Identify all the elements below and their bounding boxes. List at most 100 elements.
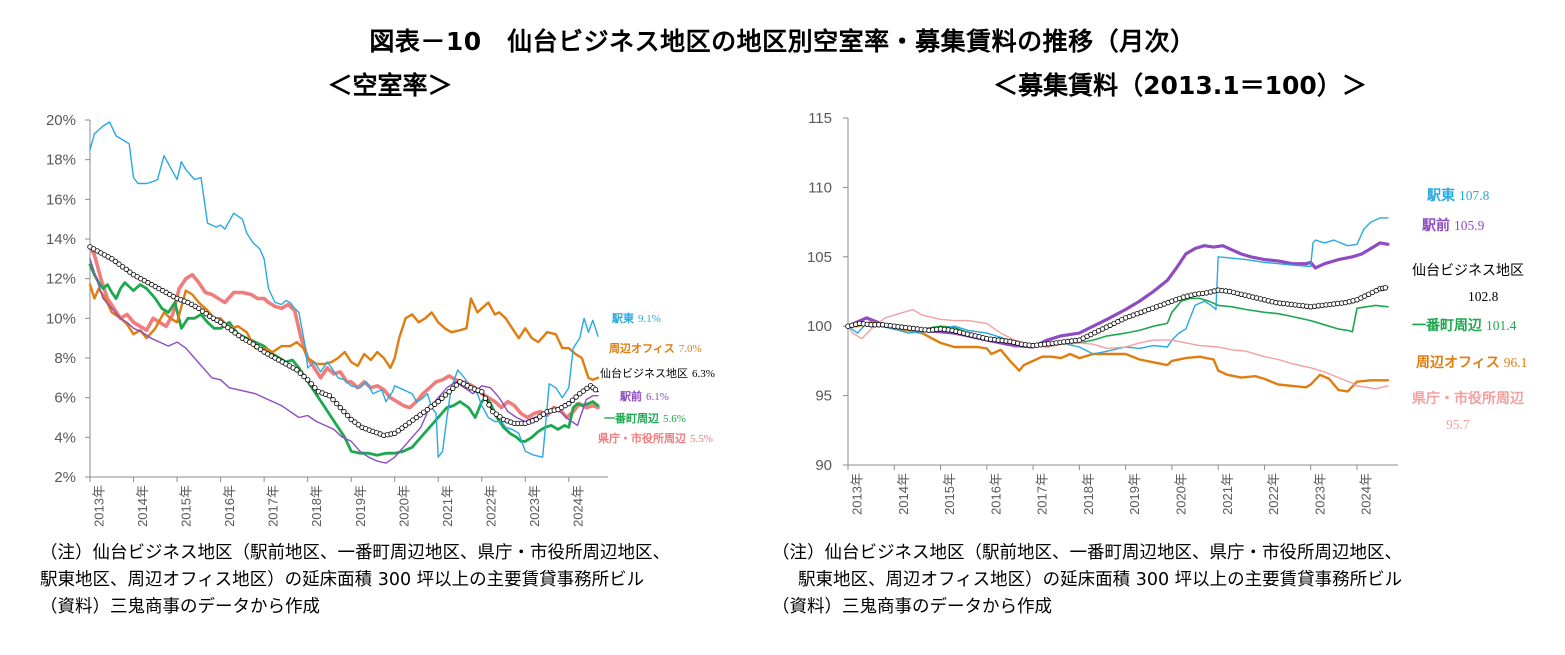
series-marker [127, 269, 133, 275]
series-marker [326, 393, 333, 399]
series-label-value: 9.1% [638, 313, 661, 325]
y-tick-label: 14% [46, 231, 76, 248]
series-marker [119, 264, 126, 270]
series-label: 周辺オフィス 96.1 [1416, 354, 1527, 371]
series-label: 県庁・市役所周辺 5.5% [598, 431, 713, 445]
notes-right: （注）仙台ビジネス地区（駅前地区、一番町周辺地区、県庁・市役所周辺地区、 駅東地… [772, 540, 1402, 621]
series-marker [308, 381, 314, 387]
series-label-name: 仙台ビジネス地区 [600, 366, 688, 380]
series-marker [352, 419, 358, 425]
series-marker [577, 391, 583, 397]
series-marker [482, 395, 489, 401]
series-marker [450, 385, 456, 392]
series-label: 仙台ビジネス地区 6.3% [600, 366, 715, 380]
series-label-name: 一番町周辺 [1412, 317, 1482, 334]
series-marker [355, 422, 362, 428]
series-line [846, 241, 1390, 349]
series-marker [486, 402, 492, 408]
series-line [847, 308, 1389, 390]
series-label-name: 駅東 [1427, 187, 1455, 204]
left-chart-title: ＜空室率＞ [327, 71, 453, 100]
source-line: （資料）三鬼商事のデータから作成 [772, 597, 1052, 617]
series-label: 駅前 6.1% [619, 389, 669, 403]
series-marker [232, 330, 238, 336]
series-label-value: 102.8 [1468, 289, 1499, 304]
x-tick-label: 2021年 [1220, 473, 1235, 515]
series-label: 駅前 105.9 [1422, 217, 1485, 234]
series-label-name: 一番町周辺 [604, 411, 659, 425]
series-marker [413, 414, 420, 421]
note-line: 駅東地区、周辺オフィス地区）の延床面積 300 坪以上の主要賃貸事務所ビル [798, 570, 1403, 590]
note-line: （注）仙台ビジネス地区（駅前地区、一番町周辺地区、県庁・市役所周辺地区、 [40, 543, 670, 563]
x-tick-label: 2022年 [483, 485, 498, 527]
note-line: 駅東地区、周辺オフィス地区）の延床面積 300 坪以上の主要賃貸事務所ビル [40, 570, 645, 590]
right-chart-title: ＜募集賃料（2013.1＝100）＞ [993, 71, 1367, 100]
series-label: 周辺オフィス 7.0% [609, 342, 702, 355]
series-marker [566, 400, 572, 407]
x-tick-label: 2015年 [179, 485, 194, 527]
series-marker [257, 346, 264, 353]
y-tick-label: 90 [815, 457, 832, 474]
x-tick-label: 2024年 [1359, 473, 1374, 515]
series-marker [540, 411, 547, 417]
series-label: 駅東 107.8 [1427, 187, 1490, 204]
series-label: 駅東 9.1% [611, 311, 661, 325]
series-label-name: 駅前 [1422, 217, 1450, 234]
y-tick-label: 115 [808, 110, 832, 127]
x-tick-label: 2018年 [1081, 473, 1096, 515]
series-marker [1382, 285, 1389, 291]
y-tick-label: 10% [46, 310, 76, 327]
y-tick-label: 12% [46, 271, 76, 288]
series-marker [116, 261, 122, 267]
x-tick-label: 2023年 [527, 485, 542, 527]
x-tick-label: 2016年 [988, 473, 1003, 515]
series-marker [431, 401, 438, 407]
series-marker [305, 377, 311, 383]
series-marker [580, 388, 586, 394]
series-marker [392, 430, 398, 437]
y-tick-label: 20% [46, 112, 76, 129]
series-marker [453, 382, 460, 388]
series-label-value: 95.7 [1446, 417, 1470, 432]
series-marker [203, 310, 209, 317]
x-tick-label: 2017年 [266, 485, 281, 527]
x-tick-label: 2024年 [570, 485, 585, 527]
x-tick-label: 2013年 [850, 473, 865, 515]
series-marker [341, 408, 347, 415]
series-marker [348, 416, 354, 423]
series-marker [112, 258, 119, 265]
series-marker [225, 324, 231, 331]
series-marker [196, 305, 202, 312]
series-marker [479, 389, 485, 395]
series-marker [221, 322, 227, 328]
x-tick-label: 2016年 [222, 485, 237, 527]
y-tick-label: 100 [807, 318, 832, 335]
series-label-value: 5.5% [690, 433, 713, 445]
series-marker [406, 420, 412, 426]
series-line [88, 283, 600, 381]
series-line [89, 258, 599, 464]
x-tick-label: 2020年 [1174, 473, 1189, 515]
series-marker [337, 404, 343, 411]
series-line [847, 297, 1389, 348]
series-marker [235, 332, 242, 339]
y-tick-label: 18% [46, 152, 76, 169]
series-marker [123, 266, 129, 273]
series-label-value: 6.3% [692, 368, 715, 380]
y-tick-label: 8% [54, 350, 76, 367]
main-title: 図表－10 仙台ビジネス地区の地区別空室率・募集賃料の推移（月次） [369, 27, 1196, 56]
series-marker [217, 319, 224, 325]
series-marker [344, 412, 351, 419]
x-tick-label: 2020年 [396, 485, 411, 527]
series-marker [497, 414, 503, 420]
series-label-value: 101.4 [1486, 318, 1517, 333]
vacancy-rate-chart: 2% 4% 6% 8% 10% 12% 14% 16% 18% 20% 2013年 2014年 2015… [46, 112, 715, 527]
series-marker [424, 406, 431, 413]
y-tick-label: 95 [815, 388, 832, 405]
rent-index-chart: 90 95 100 105 110 115 2013年 2014年 2015年 2016年 2017… [807, 110, 1527, 515]
series-label-name: 仙台ビジネス地区 [1412, 263, 1524, 279]
y-tick-label: 110 [808, 179, 832, 196]
series-marker [417, 412, 423, 418]
x-tick-label: 2018年 [309, 485, 324, 527]
series-marker [402, 422, 409, 429]
